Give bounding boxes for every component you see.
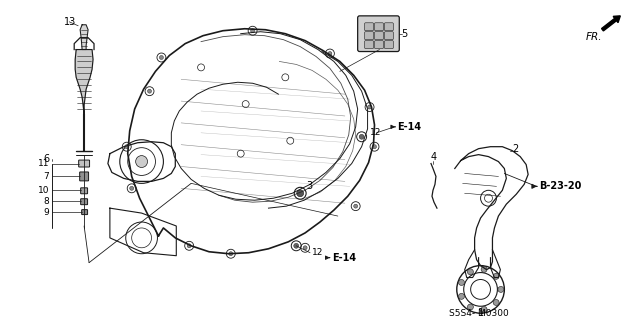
Text: 4: 4: [431, 152, 437, 162]
Text: 12: 12: [369, 128, 381, 137]
Circle shape: [303, 246, 307, 250]
Text: 11: 11: [38, 159, 49, 168]
Circle shape: [458, 279, 465, 285]
Text: 6: 6: [44, 154, 49, 164]
Circle shape: [130, 186, 134, 190]
Circle shape: [148, 89, 152, 93]
Circle shape: [297, 190, 303, 197]
Text: FR.: FR.: [586, 32, 602, 42]
Circle shape: [159, 55, 163, 60]
Circle shape: [493, 300, 499, 306]
Text: 5: 5: [401, 29, 408, 39]
Text: 2: 2: [512, 144, 518, 154]
Circle shape: [354, 204, 358, 208]
Circle shape: [498, 286, 504, 292]
Circle shape: [229, 252, 233, 256]
Circle shape: [372, 145, 376, 149]
Text: 12: 12: [312, 248, 323, 257]
Text: B-23-20: B-23-20: [539, 181, 581, 191]
FancyBboxPatch shape: [385, 23, 394, 31]
Text: S5S4- M0300: S5S4- M0300: [449, 309, 509, 318]
Text: 1: 1: [477, 308, 484, 318]
FancyBboxPatch shape: [374, 23, 383, 31]
Text: 9: 9: [44, 208, 49, 217]
FancyBboxPatch shape: [82, 210, 88, 215]
FancyBboxPatch shape: [365, 41, 374, 49]
Polygon shape: [80, 25, 88, 50]
FancyArrow shape: [602, 16, 620, 31]
Text: 13: 13: [64, 17, 77, 27]
Circle shape: [367, 105, 372, 109]
Circle shape: [467, 269, 474, 275]
Text: 3: 3: [306, 181, 312, 191]
Circle shape: [481, 307, 487, 312]
FancyBboxPatch shape: [385, 32, 394, 40]
FancyBboxPatch shape: [365, 32, 374, 40]
Text: 10: 10: [38, 186, 49, 195]
Circle shape: [481, 267, 487, 272]
Circle shape: [136, 156, 148, 167]
FancyBboxPatch shape: [374, 32, 383, 40]
FancyBboxPatch shape: [358, 16, 399, 52]
Circle shape: [251, 29, 255, 33]
FancyBboxPatch shape: [365, 23, 374, 31]
Circle shape: [458, 293, 465, 299]
FancyBboxPatch shape: [79, 172, 88, 181]
Circle shape: [328, 52, 332, 55]
Polygon shape: [75, 50, 93, 114]
FancyBboxPatch shape: [374, 41, 383, 49]
Circle shape: [359, 134, 364, 139]
FancyBboxPatch shape: [81, 188, 88, 194]
FancyBboxPatch shape: [81, 199, 88, 205]
Circle shape: [493, 273, 499, 279]
Circle shape: [467, 304, 474, 310]
Circle shape: [187, 244, 191, 248]
Circle shape: [294, 243, 299, 248]
Text: 7: 7: [44, 172, 49, 181]
Text: 8: 8: [44, 197, 49, 206]
FancyBboxPatch shape: [385, 41, 394, 49]
FancyBboxPatch shape: [79, 160, 90, 167]
Circle shape: [125, 145, 129, 149]
Text: E-14: E-14: [397, 122, 421, 132]
Text: E-14: E-14: [332, 253, 356, 263]
